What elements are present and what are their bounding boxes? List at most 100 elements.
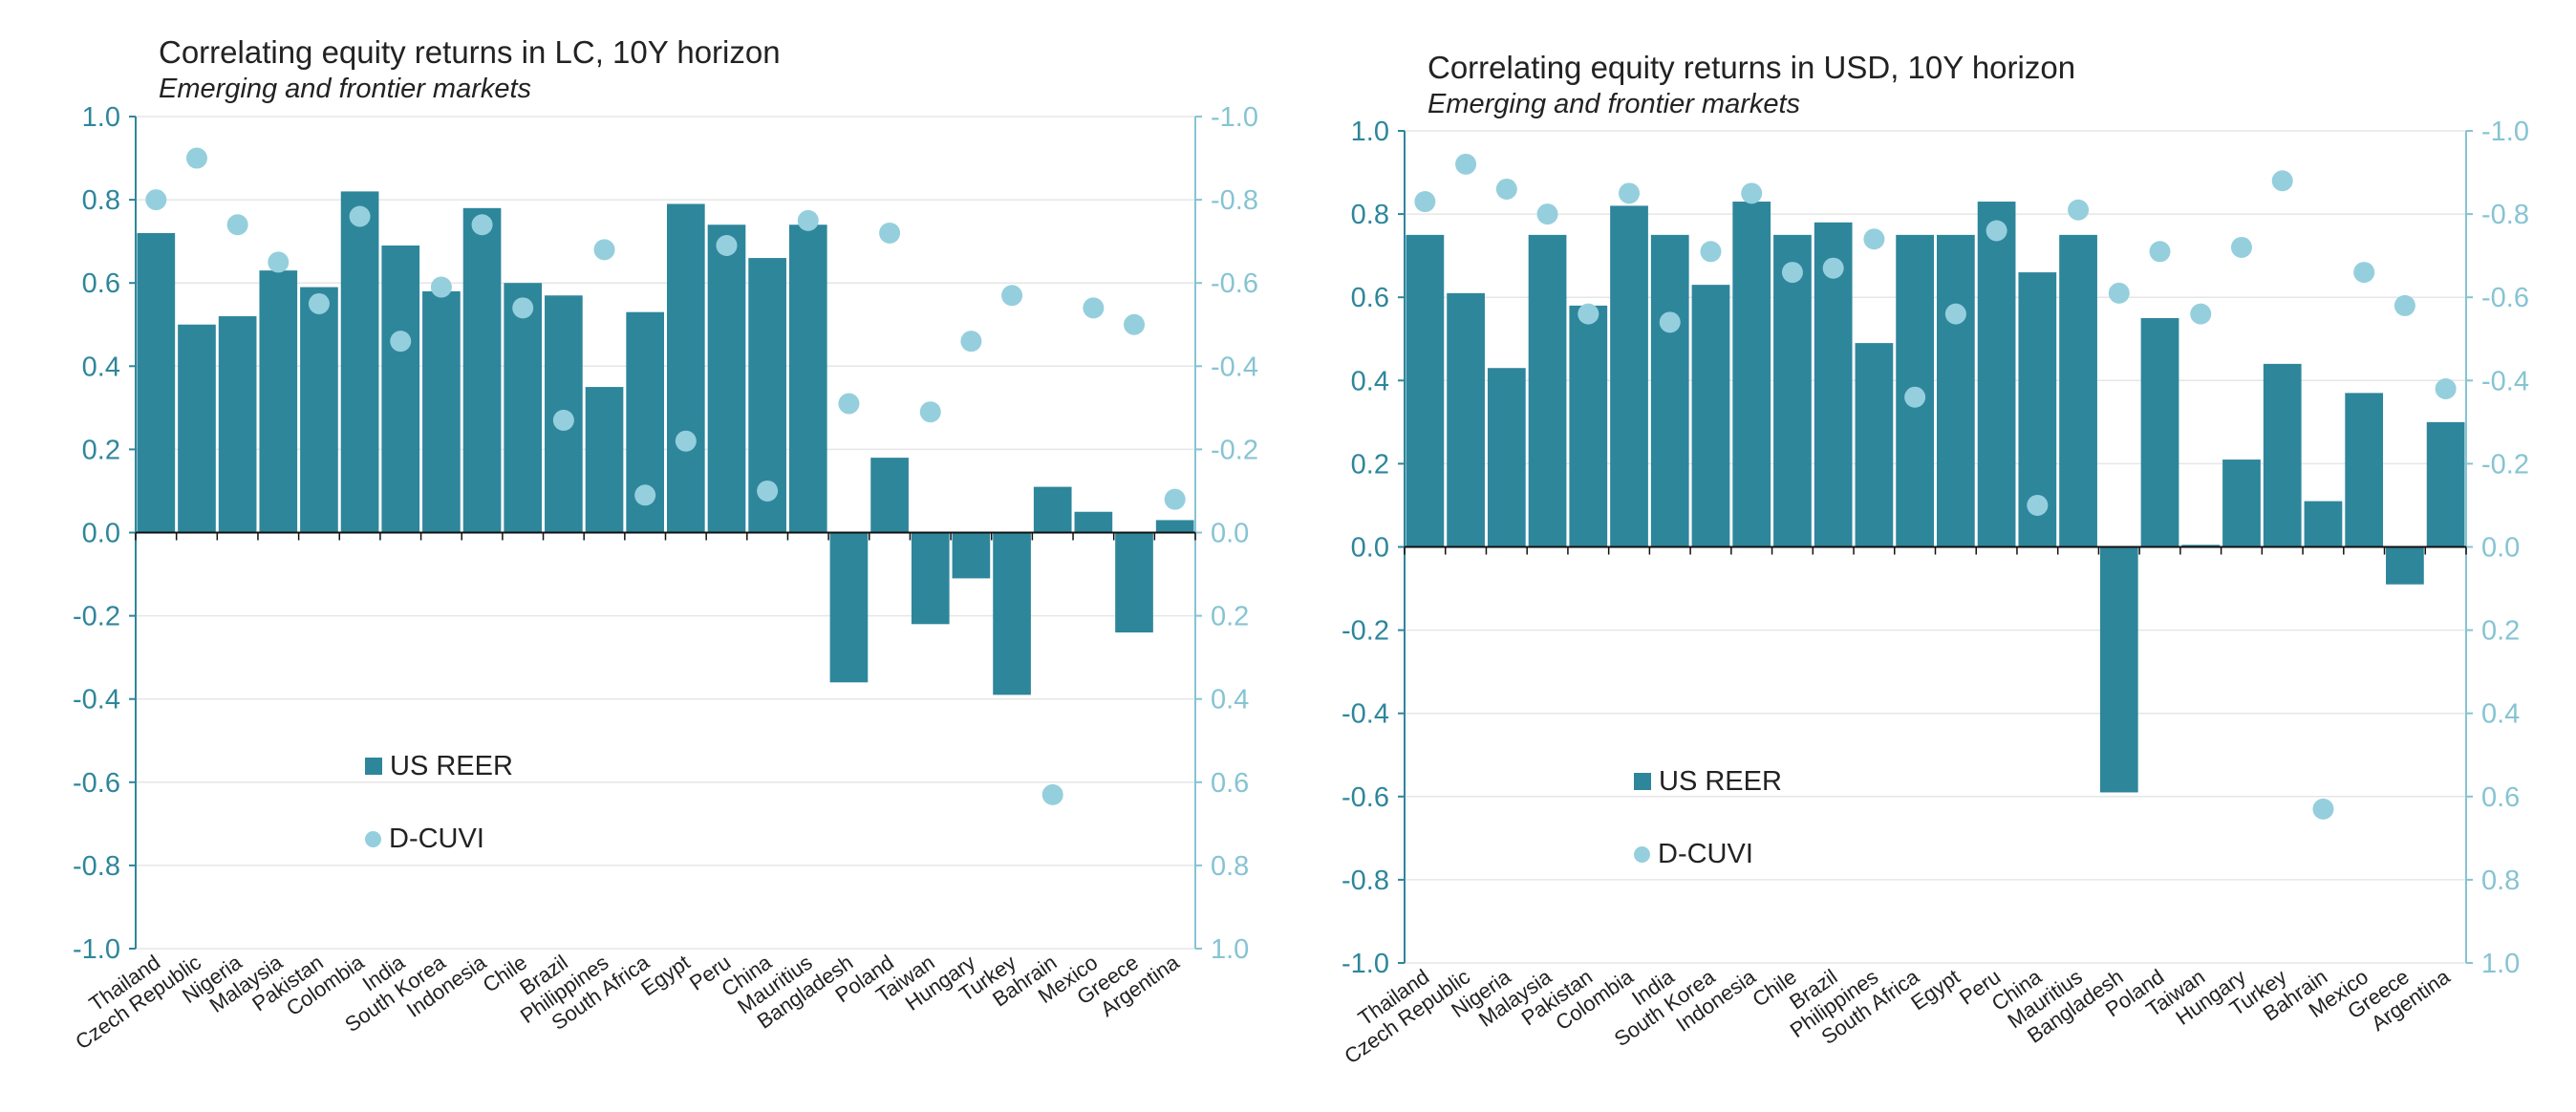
dot-point [1124, 313, 1146, 335]
dot-point [716, 235, 738, 257]
dot-point [1781, 262, 1803, 284]
dot-point [1741, 182, 1763, 204]
dot-point [185, 147, 207, 169]
left-axis-tick-label: -0.6 [73, 768, 120, 799]
bar [422, 290, 461, 533]
dot-point [1455, 153, 1477, 175]
dot-point [1863, 228, 1885, 250]
bar [1155, 520, 1194, 533]
dot-point [2435, 378, 2457, 400]
bar [2059, 234, 2097, 547]
dot-point [2068, 199, 2090, 221]
dot-point [1083, 297, 1105, 319]
bar [178, 324, 216, 533]
left-axis-tick-label: 0.2 [82, 435, 120, 465]
dot-point [1001, 285, 1023, 307]
left-axis-tick-label: -1.0 [73, 934, 120, 965]
right-axis-tick-label: 0.8 [1211, 851, 1249, 882]
bar [666, 203, 705, 533]
right-axis-tick-label: 0.0 [2481, 533, 2520, 564]
dot-point [2108, 282, 2130, 304]
legend-swatch-dot [1634, 845, 1650, 863]
dot-point [1536, 203, 1558, 225]
bar [2140, 317, 2179, 547]
right-axis-tick-label: -1.0 [2481, 117, 2529, 147]
left-axis-tick-label: 0.0 [1351, 533, 1389, 564]
chart-subtitle: Emerging and frontier markets [1428, 89, 1801, 119]
right-axis-tick-label: 0.6 [2481, 782, 2520, 813]
chart-panel-lc: Correlating equity returns in LC, 10Y ho… [71, 34, 1258, 1054]
dot-point [1164, 488, 1186, 510]
right-axis-tick-label: 0.4 [1211, 685, 1249, 716]
dot-point [1659, 311, 1681, 333]
left-axis-tick-label: -0.4 [1342, 699, 1389, 730]
bar [1610, 205, 1648, 547]
left-axis-tick-label: 0.4 [1351, 366, 1389, 396]
bar [1977, 202, 2016, 547]
bar [1115, 532, 1153, 633]
dot-point [675, 430, 697, 452]
left-axis-tick-label: 0.2 [1351, 449, 1389, 480]
dot-point [552, 409, 574, 431]
right-axis-tick-label: -0.2 [2481, 449, 2529, 480]
left-axis-tick-label: -0.2 [1342, 616, 1389, 647]
dot-point [634, 484, 656, 506]
bar [911, 532, 950, 625]
bar [1773, 234, 1812, 547]
left-axis-tick-label: 0.8 [1351, 200, 1389, 230]
bar [1691, 285, 1730, 547]
legend-swatch-bar [1634, 773, 1651, 790]
right-axis-tick-label: 1.0 [2481, 949, 2520, 979]
dot-point [2271, 170, 2293, 192]
bar [2386, 546, 2424, 585]
dot-point [1700, 241, 1722, 263]
legend-swatch-dot [365, 830, 381, 847]
right-axis-tick-label: 0.2 [1211, 602, 1249, 632]
dot-point [308, 292, 330, 314]
left-axis-tick-label: 0.8 [82, 185, 120, 216]
bar [1074, 511, 1113, 533]
left-axis-tick-label: 0.0 [82, 519, 120, 549]
dot-point [430, 276, 452, 298]
bar [1855, 343, 1894, 547]
dot-point [919, 401, 941, 423]
dot-point [1619, 182, 1641, 204]
dot-point [797, 209, 819, 231]
left-axis-tick-label: -0.6 [1342, 782, 1389, 813]
right-axis-tick-label: 0.8 [2481, 866, 2520, 896]
chart-legend: US REER D-CUVI [1634, 762, 1782, 908]
bar [218, 316, 257, 533]
bar [2222, 460, 2261, 547]
dot-point [2190, 303, 2212, 325]
dot-point [1041, 783, 1063, 805]
dot-point [1944, 303, 1966, 325]
dot-point [960, 331, 982, 353]
right-axis-tick-label: -0.4 [2481, 366, 2529, 396]
dot-point [145, 189, 167, 211]
dot-point [1495, 178, 1517, 200]
dot-point [390, 331, 412, 353]
bar [1732, 202, 1771, 547]
legend-item-bar: US REER [365, 747, 513, 785]
bar [2181, 545, 2221, 547]
dot-point [2149, 241, 2171, 263]
legend-item-dot: D-CUVI [1634, 835, 1782, 873]
bar [952, 532, 991, 579]
bar [870, 458, 909, 533]
right-axis-tick-label: 0.4 [2481, 699, 2520, 730]
bar [993, 532, 1031, 695]
left-axis-tick-label: 0.4 [82, 352, 120, 382]
bar [137, 232, 176, 533]
right-axis-tick-label: -0.4 [1211, 352, 1258, 382]
bar [788, 225, 827, 533]
chart-plot: 1.0 0.8 0.6 0.4 0.2 0.0 -0.2 -0.4 -0.6 -0.8 -1.0 -1… [71, 102, 1258, 1054]
dot-point [1822, 257, 1844, 279]
left-axis-tick-label: 1.0 [82, 102, 120, 133]
chart-title: Correlating equity returns in USD, 10Y h… [1428, 50, 2076, 85]
chart-subtitle: Emerging and frontier markets [159, 74, 532, 104]
dot-point [2027, 494, 2049, 516]
bar [2304, 501, 2343, 547]
dot-point [879, 222, 901, 244]
bar [1650, 234, 1689, 547]
chart-title: Correlating equity returns in LC, 10Y ho… [159, 34, 781, 70]
